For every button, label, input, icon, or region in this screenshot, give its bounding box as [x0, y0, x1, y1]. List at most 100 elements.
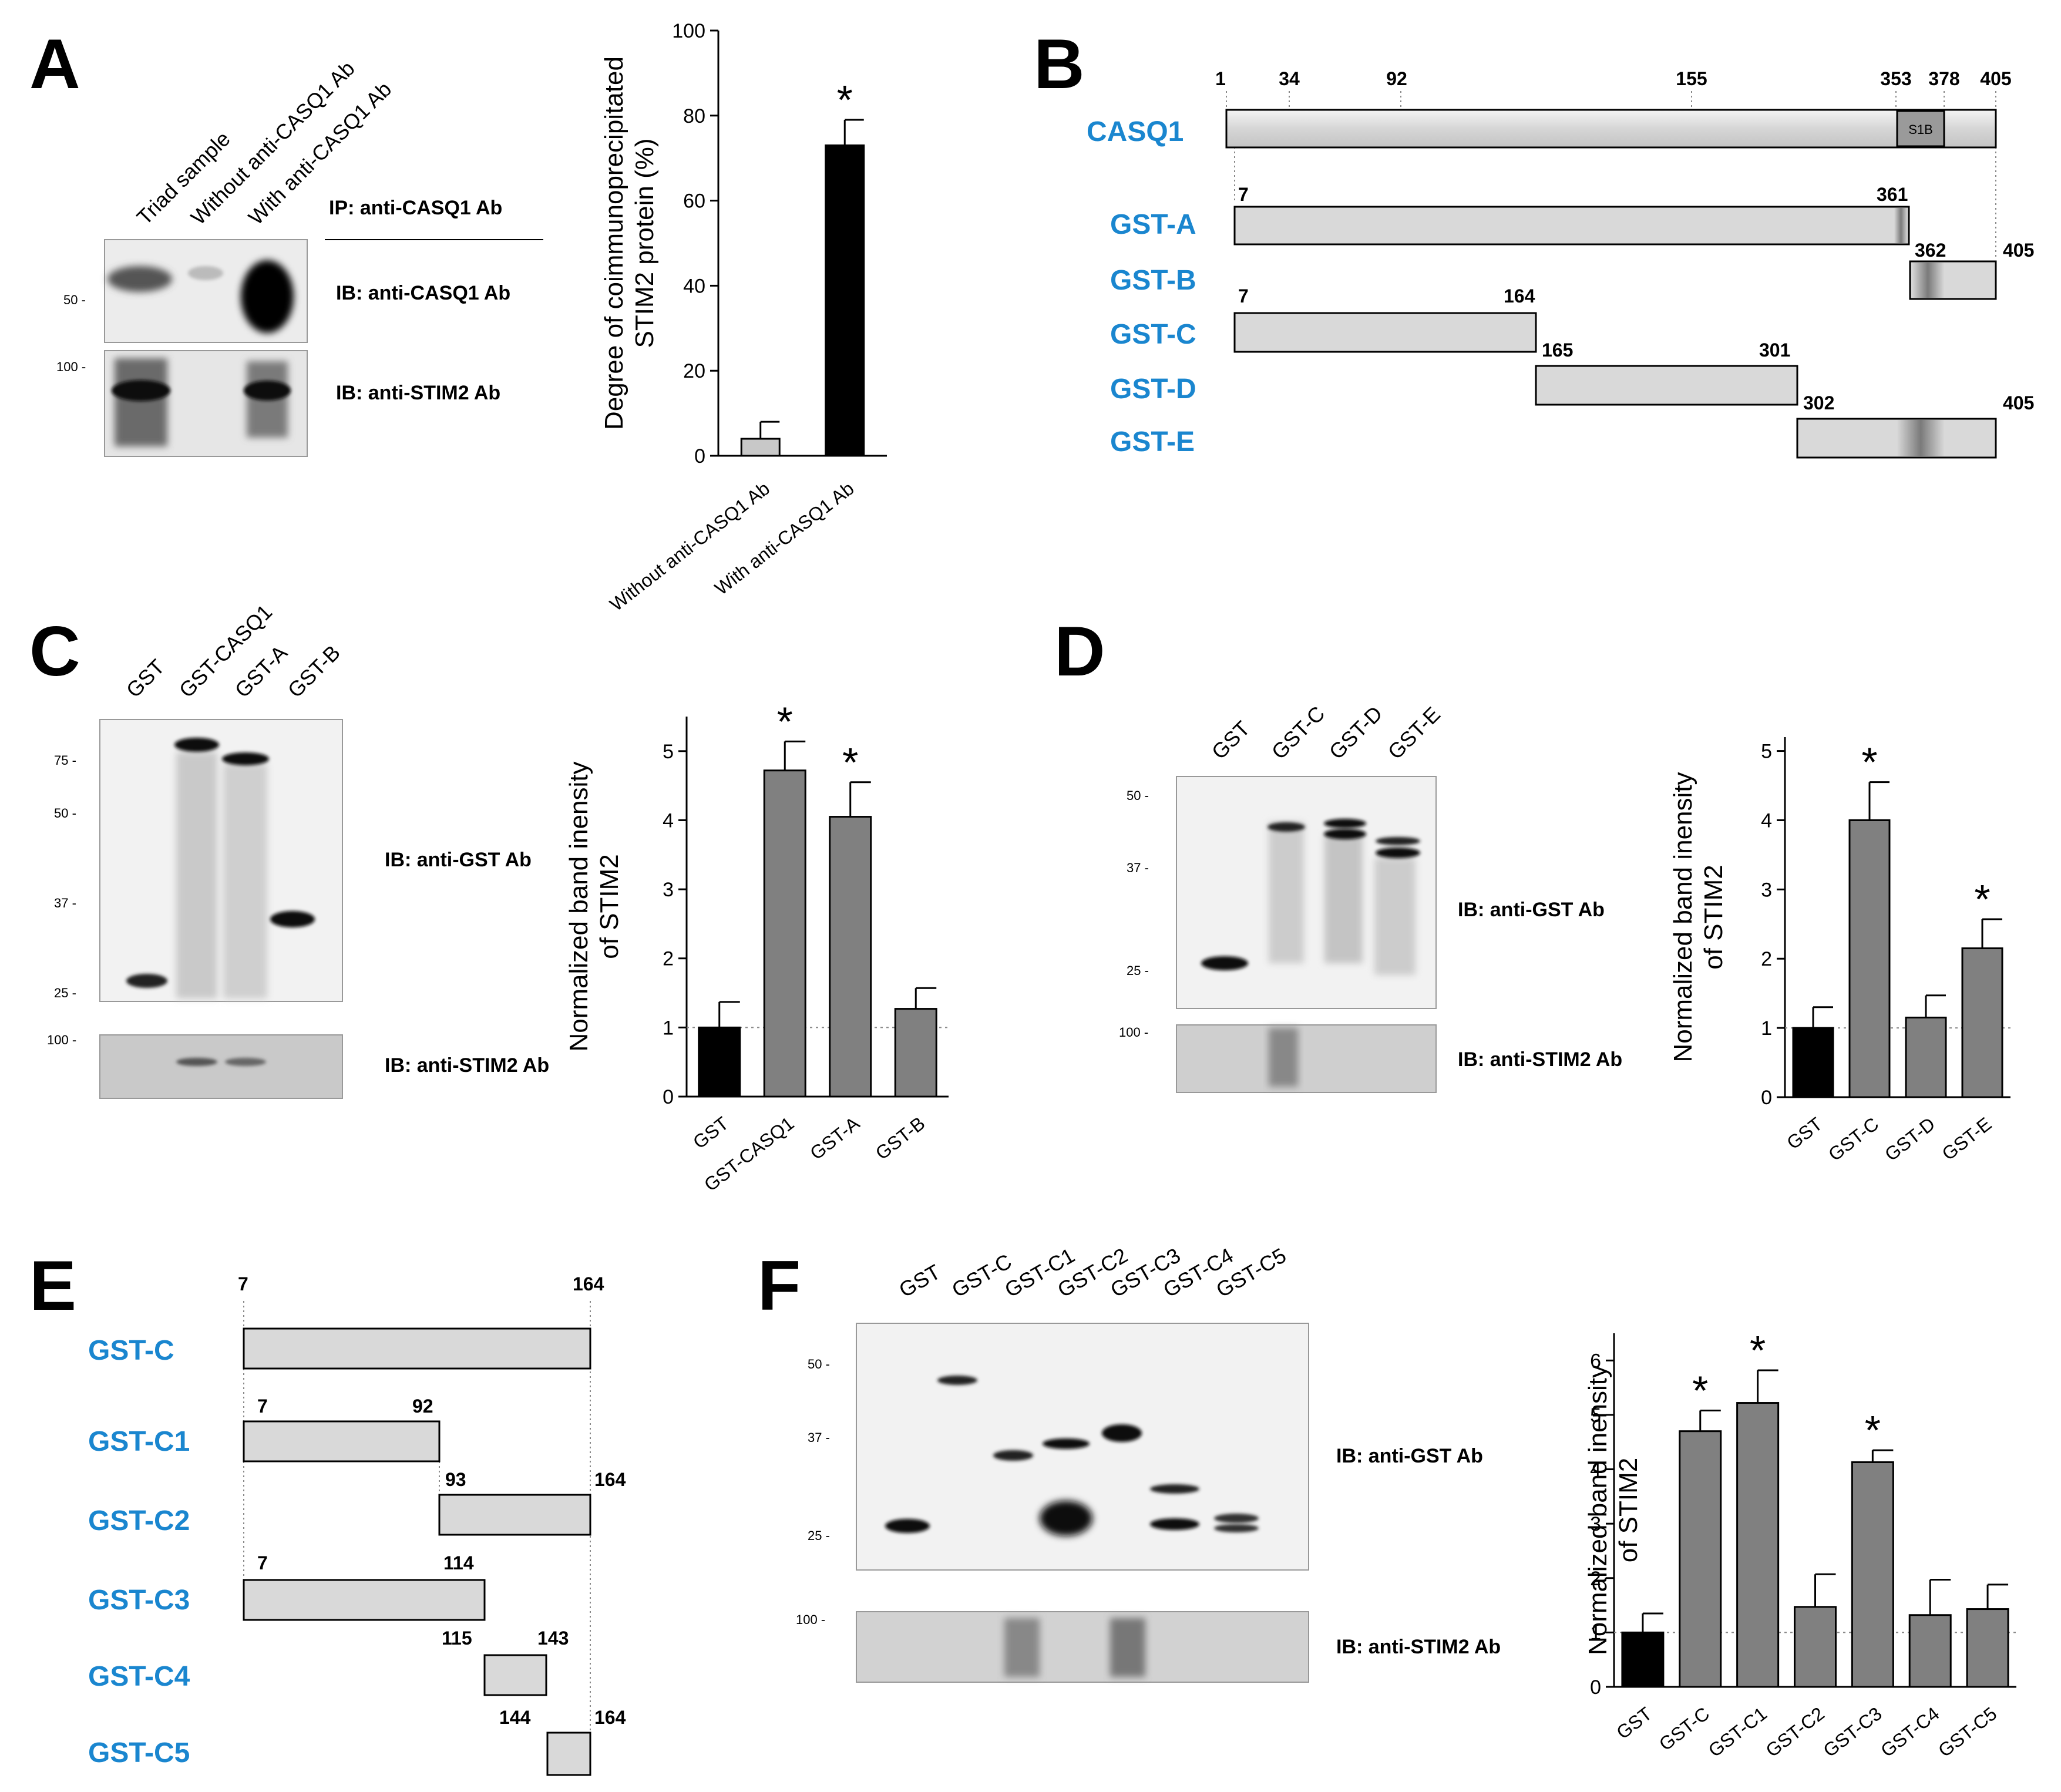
panel-label-f: F — [758, 1246, 801, 1325]
mw-50-a: 50 - — [63, 292, 86, 307]
chart-f-xlabel-2: GST-C1 — [1704, 1703, 1771, 1761]
chart-f-xlabel-4: GST-C3 — [1819, 1703, 1885, 1761]
e-gst-c2-start: 93 — [445, 1469, 466, 1490]
ib-label-c2: IB: anti-STIM2 Ab — [385, 1054, 549, 1077]
chart-f-ytick-label-0: 0 — [1590, 1676, 1601, 1699]
chart-c-ytick-label-1: 1 — [663, 1017, 674, 1039]
construct-gst-a-label: GST-A — [1110, 209, 1196, 240]
chart-a-xlabel-1: With anti-CASQ1 Ab — [711, 478, 858, 599]
chart-d-significance-1: * — [1861, 739, 1877, 785]
e-gst-c3-start: 7 — [257, 1552, 268, 1574]
e-gst-c5-start: 144 — [499, 1707, 531, 1728]
chart-d-ytick-label-5: 5 — [1761, 741, 1772, 763]
band-d-c — [1267, 822, 1305, 832]
chart-d-bar-1 — [1848, 819, 1891, 1098]
chart-d-ylabel-line-0: Normalized band inensity — [1669, 772, 1697, 1062]
chart-f-bar-5 — [1908, 1614, 1952, 1688]
pos-155: 155 — [1676, 68, 1707, 89]
gst-a-start: 7 — [1238, 184, 1249, 205]
construct-gst-a-bar — [1233, 206, 1910, 246]
chart-f-ytick-label-2: 2 — [1590, 1568, 1601, 1590]
ib-label-a2: IB: anti-STIM2 Ab — [336, 382, 500, 404]
chart-a-bar-0 — [740, 438, 781, 457]
mw-d-50: 50 - — [1127, 788, 1149, 803]
pos-378: 378 — [1928, 68, 1959, 89]
band-f-stim2-c3 — [1110, 1618, 1145, 1677]
chart-c-ytick-label-5: 5 — [663, 741, 674, 763]
band-d-e2 — [1376, 848, 1420, 858]
band-c-a — [222, 752, 269, 765]
chart-a-ytick-label-3: 60 — [683, 190, 705, 213]
chart-a-bar-1 — [825, 144, 865, 457]
e-gst-c-end: 164 — [573, 1273, 604, 1295]
lane-f-gst-c: GST-C — [948, 1249, 1016, 1302]
chart-c-ytick-label-2: 2 — [663, 948, 674, 970]
chart-d-bar-0 — [1792, 1027, 1834, 1098]
chart-d-xlabel-1: GST-C — [1824, 1113, 1882, 1165]
chart-c-xlabel-0: GST — [689, 1112, 732, 1153]
chart-c-bar-1 — [763, 769, 806, 1098]
band-d-e1 — [1376, 837, 1420, 845]
e-gst-c-bar — [243, 1327, 591, 1370]
construct-gst-d-bar — [1535, 365, 1798, 406]
pos-92: 92 — [1386, 68, 1407, 89]
ib-label-f2: IB: anti-STIM2 Ab — [1336, 1636, 1501, 1658]
band-f-c2b — [1040, 1501, 1092, 1536]
chart-f-bar-6 — [1966, 1608, 2009, 1688]
panel-label-a: A — [29, 25, 80, 103]
blot-d-stim2 — [1176, 1024, 1437, 1093]
band-triad-stim2-smear — [115, 358, 167, 446]
e-gst-c1-end: 92 — [412, 1396, 433, 1417]
mw-100-a: 100 - — [56, 359, 86, 374]
e-gst-c4-bar — [483, 1654, 547, 1696]
mw-d-25: 25 - — [1127, 963, 1149, 978]
chart-c-xlabel-2: GST-A — [806, 1112, 863, 1164]
chart-f-xlabel-6: GST-C5 — [1934, 1703, 2001, 1761]
blot-c-stim2 — [99, 1034, 343, 1099]
chart-f-bar-1 — [1679, 1430, 1722, 1688]
e-gst-c4-label: GST-C4 — [88, 1661, 190, 1692]
chart-a-ytick-label-4: 80 — [683, 105, 705, 127]
chart-d-xlabel-2: GST-D — [1881, 1113, 1939, 1165]
chart-f-ytick-label-4: 4 — [1590, 1459, 1601, 1481]
chart-d-ytick-label-3: 3 — [1761, 879, 1772, 901]
chart-d-ytick-label-1: 1 — [1761, 1017, 1772, 1040]
pos-353: 353 — [1880, 68, 1911, 89]
lane-d-gst-d: GST-D — [1324, 701, 1387, 764]
gst-c-end: 164 — [1504, 285, 1535, 307]
construct-gst-c-label: GST-C — [1110, 319, 1196, 350]
chart-d-ylabel-line-1: of STIM2 — [1699, 865, 1728, 970]
construct-gst-e-label: GST-E — [1110, 426, 1195, 458]
band-triad-stim2 — [112, 380, 170, 401]
e-gst-c-start: 7 — [238, 1273, 248, 1295]
construct-gst-d-label: GST-D — [1110, 374, 1196, 405]
chart-c-significance-2: * — [842, 739, 858, 785]
lane-d-gst-e: GST-E — [1383, 702, 1445, 764]
band-c-gst — [126, 974, 167, 988]
chart-c-bar-3 — [894, 1008, 937, 1098]
chart-f-bar-0 — [1621, 1631, 1665, 1688]
chart-c-ylabel-line-1: of STIM2 — [595, 854, 624, 959]
panel-c: C GST GST-CASQ1 GST-A GST-B 75 - 50 - 37… — [29, 600, 549, 1099]
gst-d-end: 301 — [1759, 339, 1790, 361]
chart-c-ylabel-line-0: Normalized band inensity — [564, 761, 593, 1051]
pos-34: 34 — [1279, 68, 1300, 89]
e-gst-c3-bar — [243, 1579, 486, 1621]
construct-gst-b-label: GST-B — [1110, 265, 1196, 296]
chart-f-ylabel-line-0: Normalized band inensity — [1583, 1365, 1612, 1655]
gst-b-domain — [1912, 263, 1944, 298]
e-gst-c5-label: GST-C5 — [88, 1737, 190, 1769]
e-gst-c5-bar — [546, 1732, 591, 1776]
smear-d-lane4 — [1374, 858, 1416, 975]
band-d-d2 — [1324, 829, 1366, 839]
smear-d-lane3 — [1324, 834, 1363, 963]
gst-a-domain-fragment — [1894, 208, 1908, 243]
blot-c-gst — [99, 719, 343, 1002]
chart-f-xlabel-3: GST-C2 — [1762, 1703, 1828, 1761]
band-c-stim2-a — [225, 1058, 266, 1066]
gst-e-domain — [1897, 420, 1944, 456]
e-gst-c3-end: 114 — [443, 1552, 474, 1574]
band-d-stim2-c — [1269, 1028, 1298, 1087]
mw-c-50: 50 - — [54, 806, 76, 821]
lane-c-gst-b: GST-B — [283, 640, 345, 702]
